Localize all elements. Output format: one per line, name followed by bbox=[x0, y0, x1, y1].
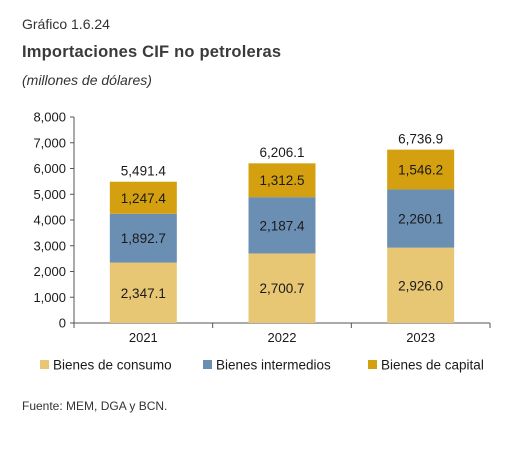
legend-swatch bbox=[368, 360, 377, 369]
bar-segment-consumo bbox=[248, 253, 316, 323]
data-label: 2,347.1 bbox=[121, 286, 166, 301]
y-tick-label: 8,000 bbox=[33, 110, 66, 125]
chart-number: Gráfico 1.6.24 bbox=[22, 16, 110, 32]
y-tick-label: 0 bbox=[59, 316, 66, 331]
data-label: 2,260.1 bbox=[398, 212, 443, 227]
x-tick-label: 2021 bbox=[129, 330, 158, 345]
y-tick-label: 5,000 bbox=[33, 187, 66, 202]
x-tick-label: 2022 bbox=[268, 330, 297, 345]
data-label: 1,312.5 bbox=[259, 173, 304, 188]
chart-title: Importaciones CIF no petroleras bbox=[22, 43, 282, 61]
legend-label: Bienes intermedios bbox=[216, 358, 331, 373]
total-label: 6,206.1 bbox=[259, 145, 304, 160]
bar-segment-intermedios bbox=[248, 197, 316, 254]
y-tick-label: 7,000 bbox=[33, 135, 66, 150]
data-label: 1,546.2 bbox=[398, 163, 443, 178]
bar-segment-consumo bbox=[387, 247, 455, 323]
bar-segment-intermedios bbox=[387, 189, 455, 248]
bar-segment-capital bbox=[387, 149, 455, 190]
bar-segment-capital bbox=[109, 181, 177, 214]
data-label: 2,926.0 bbox=[398, 278, 443, 293]
data-label: 2,700.7 bbox=[259, 281, 304, 296]
bar-segment-consumo bbox=[109, 262, 177, 323]
stacked-bar-chart: 0 1,000 2,000 3,000 4,000 5,000 6,000 7,000 8,00… bbox=[33, 110, 491, 373]
chart-subtitle: (millones de dólares) bbox=[22, 72, 152, 88]
bar-segment-intermedios bbox=[109, 213, 177, 263]
legend-label: Bienes de consumo bbox=[53, 358, 172, 373]
y-tick-label: 3,000 bbox=[33, 238, 66, 253]
data-label: 2,187.4 bbox=[259, 218, 305, 233]
data-label: 1,892.7 bbox=[121, 231, 166, 246]
legend-label: Bienes de capital bbox=[381, 358, 484, 373]
y-tick-label: 4,000 bbox=[33, 213, 66, 228]
bar-segment-capital bbox=[248, 163, 316, 198]
data-label: 1,247.4 bbox=[121, 191, 167, 206]
y-tick-label: 2,000 bbox=[33, 264, 66, 279]
source-note: Fuente: MEM, DGA y BCN. bbox=[22, 399, 168, 413]
x-tick-label: 2023 bbox=[406, 330, 435, 345]
total-label: 5,491.4 bbox=[121, 164, 167, 179]
total-label: 6,736.9 bbox=[398, 132, 443, 147]
y-tick-label: 6,000 bbox=[33, 161, 66, 176]
legend-swatch bbox=[40, 360, 49, 369]
y-tick-label: 1,000 bbox=[33, 290, 66, 305]
legend-swatch bbox=[203, 360, 212, 369]
